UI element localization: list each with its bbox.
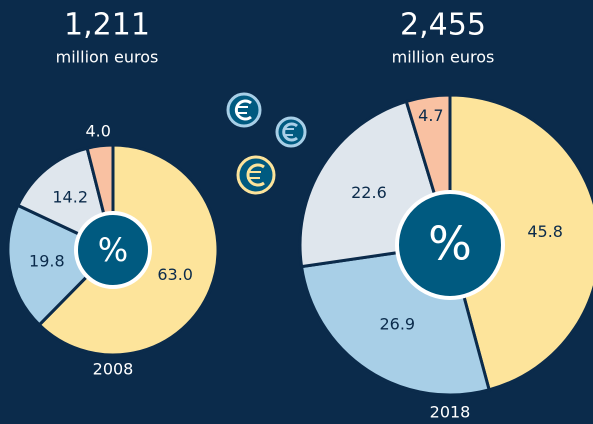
pie-subtitle: million euros — [56, 48, 159, 67]
pie-subtitle: million euros — [392, 48, 495, 67]
center-circle — [74, 211, 152, 289]
pie-year-label: 2008 — [93, 360, 134, 379]
coin — [275, 116, 307, 148]
center-circle — [395, 190, 505, 300]
pie-slice — [6, 203, 116, 327]
pie-year-label: 2018 — [430, 403, 471, 422]
pie-title: 1,211 — [64, 8, 150, 43]
value-label: 63.0 — [157, 265, 193, 284]
coin — [226, 92, 262, 128]
value-label: 4.0 — [86, 121, 111, 140]
value-label: 45.8 — [527, 222, 563, 241]
value-label: 4.7 — [418, 106, 443, 125]
pie-title: 2,455 — [400, 8, 486, 43]
coin — [236, 155, 276, 195]
euro-coins — [226, 92, 307, 195]
center-label: % — [428, 217, 472, 271]
value-label: 19.8 — [29, 251, 65, 270]
center-label: % — [98, 231, 128, 269]
value-label: 22.6 — [351, 183, 387, 202]
value-label: 26.9 — [379, 315, 415, 334]
pie-slice — [448, 93, 593, 392]
value-label: 14.2 — [52, 188, 88, 207]
